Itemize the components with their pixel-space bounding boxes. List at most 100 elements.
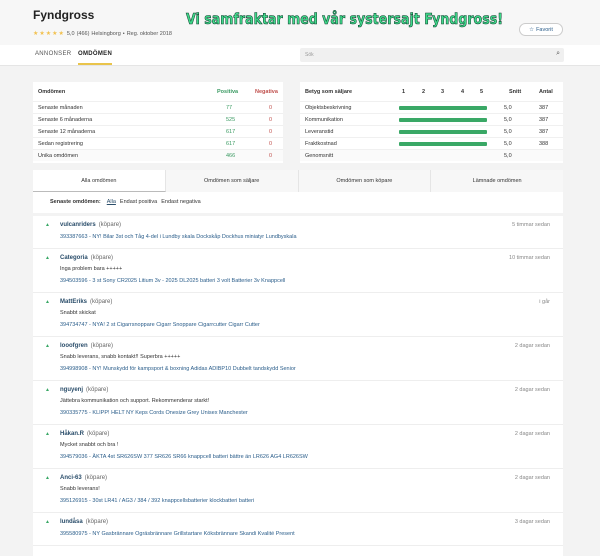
review-item: ▲ vulcanriders (köpare) 393387663 - NY! Bil… <box>33 216 563 249</box>
rating-header: Antal <box>539 89 553 95</box>
separator-dot: • <box>122 31 125 37</box>
stats-row: Senaste månaden 77 0 <box>33 101 283 113</box>
stats-row: Sedan registrering 617 0 <box>33 137 283 149</box>
review-role: (köpare) <box>90 343 114 349</box>
review-item-link[interactable]: 394579036 - ÄKTA 4st SR626SW 377 SR626 S… <box>60 454 308 460</box>
rating-row: Objektsbeskrivning 5,0 387 <box>300 101 563 113</box>
rating-count: 387 <box>539 128 549 135</box>
header-label: Omdömen <box>38 89 66 95</box>
filter-label: Senaste omdömen: <box>50 199 101 205</box>
row-label: Senaste 12 månaderna <box>38 128 96 135</box>
review-user: Categoria (köpare) <box>60 254 563 262</box>
review-username[interactable]: Håkan.R <box>60 431 85 437</box>
review-time: 10 timmar sedan <box>509 255 550 261</box>
rating-row: Fraktkostnad 5,0 388 <box>300 137 563 149</box>
favorite-label: Favorit <box>536 26 553 33</box>
row-label: Senaste månaden <box>38 104 83 111</box>
review-text: Inga problem bara +++++ <box>60 266 123 272</box>
review-role: (köpare) <box>85 519 109 525</box>
positive-count: 617 <box>226 140 236 147</box>
rating-value: 5,0 <box>66 31 75 37</box>
review-role: (köpare) <box>84 475 108 481</box>
rating-label: Objektsbeskrivning <box>305 104 352 111</box>
thumbs-up-icon: ▲ <box>45 519 50 525</box>
rating-header: 4 <box>461 89 465 95</box>
review-time: 3 dagar sedan <box>514 519 550 525</box>
thumbs-up-icon: ▲ <box>45 475 50 481</box>
review-item-link[interactable]: 394503596 - 3 st Sony CR2025 Litium 3v -… <box>60 278 286 284</box>
review-user: Håkan.R (köpare) <box>60 430 563 438</box>
review-username[interactable]: Categoria <box>60 255 88 261</box>
review-item-link[interactable]: 395580975 - NY Gasbrännare Ogräsbrännare… <box>60 531 295 537</box>
promo-banner: Vi samfraktar med vår systersajt Fyndgro… <box>186 10 503 28</box>
tab-omdomen[interactable]: OMDÖMEN <box>78 51 113 65</box>
review-item-link[interactable]: 395126915 - 30st LR41 / AG3 / 384 / 392 … <box>60 498 255 504</box>
review-item-link[interactable]: 390335775 - KLIPP! HELT NY Keps Cords On… <box>60 410 248 416</box>
filter-negative[interactable]: Endast negativa <box>161 199 201 205</box>
rating-row: Leveranstid 5,0 387 <box>300 125 563 137</box>
review-time: 5 timmar sedan <box>512 222 550 228</box>
review-item-link[interactable]: 393387663 - NY! Bilar 3st och Tåg 4-del … <box>60 234 297 240</box>
row-label: Unika omdömen <box>38 152 79 159</box>
review-time: 2 dagar sedan <box>514 343 550 349</box>
stats-row: Senaste 6 månaderna 525 0 <box>33 113 283 125</box>
negative-count: 0 <box>269 152 273 159</box>
review-item-link[interactable]: 394998908 - NY! Munskydd för kampsport &… <box>60 366 296 372</box>
review-role: (köpare) <box>86 387 109 393</box>
review-username[interactable]: Anci-63 <box>60 475 82 481</box>
positive-count: 525 <box>226 116 236 123</box>
rating-total-row: Genomsnitt 5,0 <box>300 149 563 161</box>
negative-count: 0 <box>269 104 273 111</box>
review-text: Snabbt skickat <box>60 310 96 316</box>
search-input[interactable]: Sök ⌕ <box>300 48 564 62</box>
rating-avg: 5,0 <box>504 140 512 147</box>
rating-row: Kommunikation 5,0 387 <box>300 113 563 125</box>
shop-meta: ★★★★★ 5,0 (466) Helsingborg • Reg. oktob… <box>33 31 172 38</box>
filter-all[interactable]: Alla <box>106 199 116 205</box>
filter-positive[interactable]: Endast positiva <box>119 199 158 205</box>
thumbs-up-icon: ▲ <box>45 431 50 437</box>
tab-saljare[interactable]: Omdömen som säljare <box>166 170 299 192</box>
review-item: ▲ lundåsa (köpare) 395580975 - NY Gasbränna… <box>33 513 563 546</box>
location: Helsingborg <box>91 31 121 37</box>
review-item-link[interactable]: 394734747 - NYA! 2 st Cigarrsnoppare Cig… <box>60 322 260 328</box>
review-role: (köpare) <box>90 255 114 261</box>
review-role: (köpare) <box>98 222 122 228</box>
thumbs-up-icon: ▲ <box>45 222 50 228</box>
rating-count: 387 <box>539 116 549 123</box>
review-time: 2 dagar sedan <box>514 475 550 481</box>
header-negative: Negativa <box>255 89 278 95</box>
favorite-button[interactable]: ☆ Favorit <box>519 23 563 36</box>
tab-alla[interactable]: Alla omdömen <box>33 170 166 192</box>
review-username[interactable]: looofgren <box>60 343 88 349</box>
seller-rating-table: Betyg som säljare 1 2 3 4 5 Snitt Antal Objekts… <box>300 82 563 163</box>
star-icon: ☆ <box>529 26 535 33</box>
shop-title: Fyndgross <box>33 8 95 22</box>
review-username[interactable]: vulcanriders <box>60 222 96 228</box>
review-list: ▲ vulcanriders (köpare) 393387663 - NY! Bil… <box>33 216 563 556</box>
review-text: Mycket snabbt och bra ! <box>60 442 119 448</box>
review-user: MattEriks (köpare) <box>60 298 563 306</box>
header-positive: Positiva <box>217 89 239 95</box>
row-label: Sedan registrering <box>38 140 83 147</box>
review-tabs: Alla omdömen Omdömen som säljare Omdömen… <box>33 170 563 192</box>
review-username[interactable]: lundåsa <box>60 519 83 525</box>
review-item: ▲ Categoria (köpare) Inga problem bara ++++… <box>33 249 563 293</box>
review-user: Anci-63 (köpare) <box>60 474 563 482</box>
review-username[interactable]: MattEriks <box>60 299 88 305</box>
review-filter: Senaste omdömen: Alla Endast positiva En… <box>33 192 563 213</box>
rating-avg: 5,0 <box>504 128 512 135</box>
tab-annonser[interactable]: ANNONSER <box>35 51 72 57</box>
search-icon[interactable]: ⌕ <box>556 50 560 57</box>
review-item: ▲ nguyenj (köpare) Jättebra kommunikation o… <box>33 381 563 425</box>
rating-header: Betyg som säljare <box>305 89 353 95</box>
negative-count: 0 <box>269 116 273 123</box>
review-username[interactable]: nguyenj <box>60 387 84 393</box>
rating-header: Snitt <box>509 89 522 95</box>
review-role: (köpare) <box>90 299 113 305</box>
review-text: Jättebra kommunikation och support. Reko… <box>60 398 210 404</box>
registered: Reg. oktober 2018 <box>126 31 172 37</box>
rating-total-label: Genomsnitt <box>305 152 334 159</box>
tab-lamnade[interactable]: Lämnade omdömen <box>472 178 522 184</box>
tab-kopare[interactable]: Omdömen som köpare <box>299 170 432 192</box>
